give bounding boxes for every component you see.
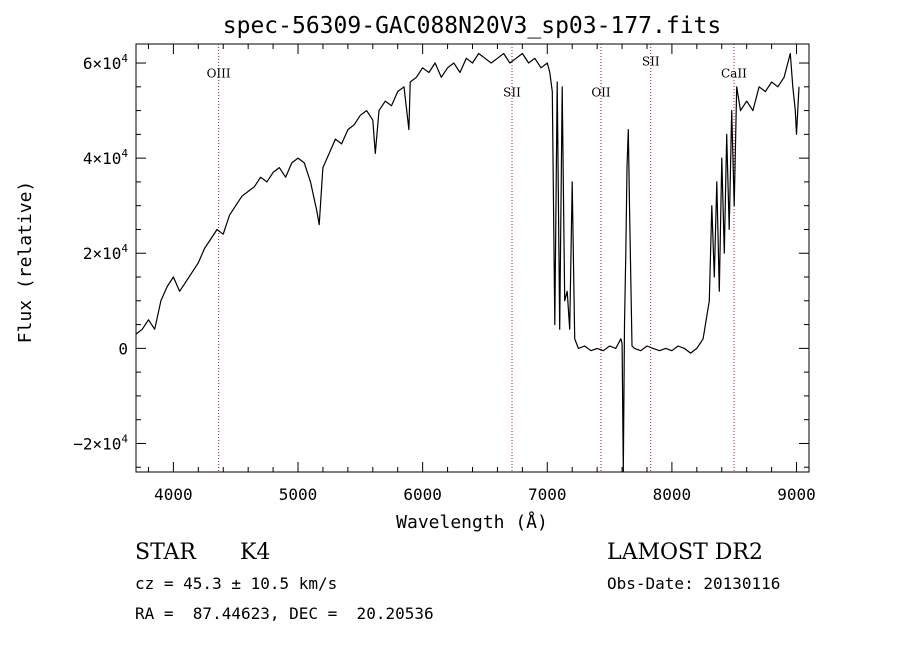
redshift-velocity: cz = 45.3 ± 10.5 km/s bbox=[135, 574, 338, 593]
marker-label: OIII bbox=[207, 66, 231, 80]
observation-date: Obs-Date: 20130116 bbox=[607, 574, 781, 593]
marker-label: SII bbox=[503, 85, 521, 99]
y-tick-label: 0 bbox=[118, 339, 128, 358]
y-tick-label: 4×104 bbox=[83, 147, 129, 168]
marker-label: SII bbox=[642, 54, 660, 68]
x-tick-label: 8000 bbox=[653, 485, 692, 504]
y-axis-label: Flux (relative) bbox=[15, 181, 36, 344]
chart-title: spec-56309-GAC088N20V3_sp03-177.fits bbox=[223, 13, 722, 39]
x-tick-label: 4000 bbox=[154, 485, 193, 504]
survey-name: LAMOST DR2 bbox=[607, 540, 763, 565]
x-axis-label: Wavelength (Å) bbox=[396, 511, 548, 533]
emission-line-markers: OIII SII OII SII CaII bbox=[207, 44, 747, 472]
series-group bbox=[135, 52, 800, 473]
x-tick-label: 9000 bbox=[777, 485, 816, 504]
plot-frame-group bbox=[135, 43, 810, 473]
spectrum-line bbox=[135, 52, 800, 473]
marker-label: CaII bbox=[721, 66, 747, 80]
y-tick-label: 2×104 bbox=[83, 242, 129, 263]
coordinates: RA = 87.44623, DEC = 20.20536 bbox=[135, 604, 434, 623]
y-tick-label: −2×104 bbox=[73, 432, 128, 453]
plot-frame bbox=[135, 43, 810, 473]
spectral-subclass: K4 bbox=[240, 540, 271, 565]
marker-label: OII bbox=[591, 85, 611, 99]
x-tick-label: 5000 bbox=[279, 485, 318, 504]
x-tick-label: 7000 bbox=[528, 485, 567, 504]
y-tick-label: 6×104 bbox=[83, 52, 129, 73]
x-tick-label: 6000 bbox=[403, 485, 442, 504]
object-type: STAR bbox=[135, 540, 196, 565]
tick-group: 4000 5000 6000 7000 8000 9000 6×104 4×104 2×104 0… bbox=[73, 44, 816, 504]
